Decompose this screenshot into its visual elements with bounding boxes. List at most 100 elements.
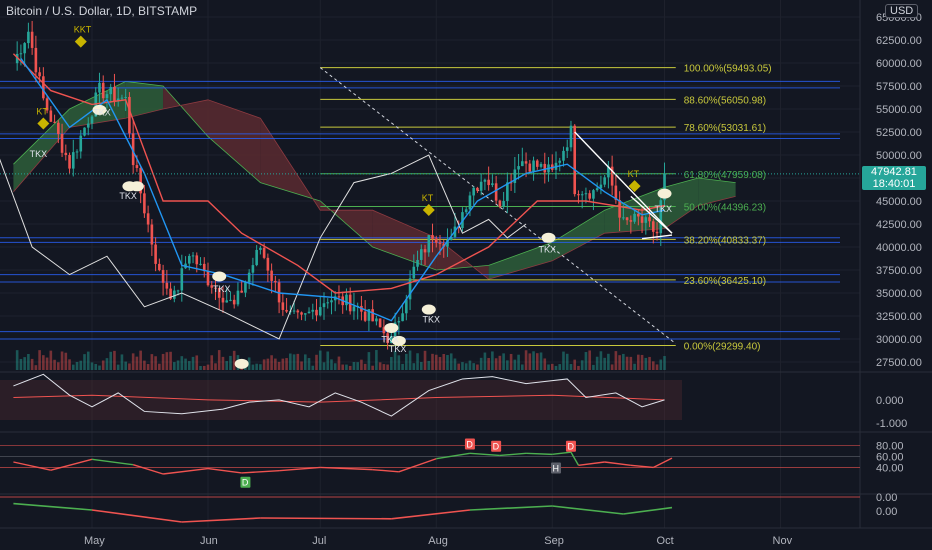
volume-bar	[438, 357, 442, 370]
candle-body	[124, 96, 127, 98]
candle-body	[412, 266, 416, 279]
candle-body	[625, 217, 629, 221]
volume-bar	[86, 351, 90, 370]
fib-level-label: 38.20%(40833.37)	[684, 235, 766, 246]
y-tick-label: 60000.00	[876, 58, 922, 70]
volume-bar	[161, 353, 165, 370]
candle-body	[42, 76, 45, 99]
x-tick-label: Oct	[657, 535, 674, 547]
volume-bar	[648, 356, 651, 370]
osc2-tick-label: 40.00	[876, 462, 904, 474]
volume-bar	[397, 355, 401, 370]
volume-bar	[64, 352, 68, 370]
osc2-line	[13, 461, 51, 471]
candle-body	[644, 217, 648, 223]
volume-bar	[405, 353, 408, 370]
x-tick-label: Aug	[428, 535, 448, 547]
volume-bar	[472, 363, 475, 370]
osc2-line	[320, 466, 373, 471]
volume-bar	[45, 357, 49, 370]
y-tick-label: 57500.00	[876, 81, 922, 93]
volume-bar	[423, 350, 427, 370]
volume-bar	[307, 358, 311, 370]
candle-body	[401, 313, 404, 322]
osc2-line	[398, 458, 437, 473]
volume-bar	[390, 356, 393, 370]
candle-body	[255, 249, 258, 266]
candle-body	[521, 161, 524, 167]
y-tick-label: 52500.00	[876, 127, 922, 139]
volume-bar	[139, 350, 142, 370]
candle-body	[285, 309, 288, 312]
candle-body	[599, 184, 603, 189]
candle-body	[34, 47, 38, 73]
wedge-line	[574, 131, 673, 234]
candle-body	[135, 165, 139, 168]
candle-body	[214, 287, 217, 289]
x-tick-label: May	[84, 535, 105, 547]
candle-body	[30, 31, 34, 48]
osc1-tick-label: 0.000	[876, 395, 904, 407]
volume-bar	[214, 363, 217, 370]
candle-body	[187, 255, 191, 264]
candle-body	[491, 183, 494, 186]
candle-body	[322, 303, 326, 308]
candle-body	[60, 133, 64, 153]
volume-bar	[506, 360, 509, 370]
candle-body	[431, 235, 434, 239]
volume-bar	[573, 359, 577, 370]
candle-body	[143, 193, 146, 214]
osc3-line	[391, 509, 471, 520]
candle-body	[487, 179, 490, 186]
volume-bar	[158, 363, 161, 370]
volume-bar	[476, 364, 479, 370]
kt-signal-label: KT	[36, 107, 48, 117]
volume-bar	[57, 362, 60, 370]
volume-bar	[554, 365, 558, 370]
candle-body	[225, 300, 229, 303]
osc2-line	[241, 470, 280, 474]
candle-body	[199, 263, 202, 265]
currency-button[interactable]: USD	[885, 4, 919, 18]
volume-bar	[281, 358, 285, 370]
volume-bar	[599, 351, 603, 370]
candle-body	[655, 231, 659, 234]
tkx-signal-label: TKX	[381, 335, 399, 345]
volume-bar	[128, 363, 131, 370]
tkx-signal-label: TKX	[213, 284, 231, 294]
osc3-line	[91, 509, 182, 523]
kt-signal-label: KT	[422, 193, 434, 203]
candle-body	[307, 311, 311, 314]
candle-body	[509, 182, 513, 184]
kt-signal-label: KKT	[74, 25, 92, 35]
volume-bar	[109, 351, 113, 370]
candle-body	[326, 302, 330, 304]
signal-bubble	[384, 322, 399, 333]
volume-bar	[651, 361, 655, 370]
osc1-tick-label: -1.000	[876, 418, 907, 430]
osc2-marker	[551, 462, 561, 474]
volume-bar	[412, 363, 416, 370]
osc3-line	[260, 517, 392, 520]
volume-bar	[494, 358, 498, 370]
osc1-line	[13, 373, 665, 417]
volume-bar	[79, 360, 83, 370]
candle-body	[259, 247, 262, 250]
candle-body	[618, 199, 621, 218]
volume-bar	[71, 364, 75, 370]
ichimoku-cloud	[125, 81, 164, 119]
volume-bar	[42, 355, 45, 370]
y-tick-label: 42500.00	[876, 219, 922, 231]
volume-bar	[614, 351, 618, 370]
osc2-line	[630, 464, 654, 469]
candle-body	[161, 270, 165, 283]
osc2-line	[499, 452, 527, 457]
osc2-tick-label: 80.00	[876, 441, 904, 453]
candle-body	[562, 150, 565, 161]
candle-body	[382, 327, 386, 334]
candle-body	[513, 169, 517, 184]
candle-body	[105, 94, 109, 99]
volume-bar	[442, 353, 446, 370]
volume-bar	[225, 361, 229, 370]
